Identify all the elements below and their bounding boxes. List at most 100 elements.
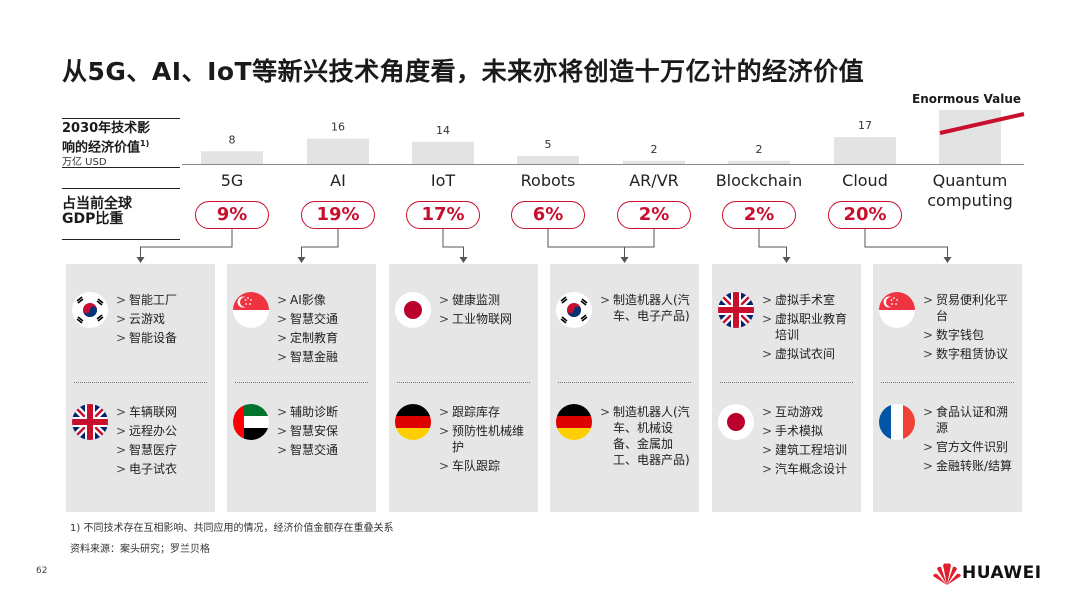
use-case-item: 跟踪库存 xyxy=(439,404,534,420)
row2-line2: GDP比重 xyxy=(62,211,124,227)
panel-divider xyxy=(720,382,853,383)
use-case-item: 金融转账/结算 xyxy=(923,458,1018,474)
use-case-list: 互动游戏手术模拟建筑工程培训汽车概念设计 xyxy=(762,404,857,480)
row1-line2: 响的经济价值1) xyxy=(62,139,150,156)
south-korea-flag-icon xyxy=(556,292,592,328)
bar-cloud xyxy=(834,137,896,164)
use-case-item: 汽车概念设计 xyxy=(762,461,857,477)
connector-arrow-icon xyxy=(620,257,629,263)
panel-divider xyxy=(397,382,530,383)
use-case-item: 车队跟踪 xyxy=(439,458,534,474)
bar-value-label: 5 xyxy=(545,138,552,151)
bar-arvr xyxy=(623,160,685,164)
use-case-item: 智能工厂 xyxy=(116,292,211,308)
panel-divider xyxy=(558,382,691,383)
connector-arrow-icon xyxy=(782,257,791,263)
singapore-flag-icon xyxy=(233,292,269,328)
bar-value-label: 2 xyxy=(756,143,763,156)
bar-value-label: 17 xyxy=(858,119,872,132)
source-note: 资料来源：案头研究；罗兰贝格 xyxy=(70,544,210,555)
japan-flag-icon xyxy=(395,292,431,328)
use-case-panel: 虚拟手术室虚拟职业教育培训虚拟试衣间互动游戏手术模拟建筑工程培训汽车概念设计 xyxy=(712,264,861,512)
row1-line1: 2030年技术影 xyxy=(62,121,151,136)
uk-flag-icon xyxy=(718,292,754,328)
gdp-share-badge: 2% xyxy=(617,201,691,229)
bar-baseline xyxy=(182,164,1024,165)
use-case-item: 虚拟手术室 xyxy=(762,292,857,308)
uk-flag-icon xyxy=(72,404,108,440)
enormous-value-label: Enormous Value xyxy=(912,92,1022,106)
use-case-list: 虚拟手术室虚拟职业教育培训虚拟试衣间 xyxy=(762,292,857,365)
use-case-item: 制造机器人(汽车、机械设备、金属加工、电器产品) xyxy=(600,404,695,468)
use-case-item: 手术模拟 xyxy=(762,423,857,439)
use-case-item: 智慧医疗 xyxy=(116,442,211,458)
row2-line1: 占当前全球 xyxy=(62,196,132,212)
singapore-flag-icon xyxy=(879,292,915,328)
footnote: 1) 不同技术存在互相影响、共同应用的情况，经济价值金额存在重叠关系 xyxy=(70,523,394,534)
connector-line xyxy=(624,229,655,258)
panel-divider xyxy=(881,382,1014,383)
category-label-cloud: Cloud xyxy=(842,171,888,190)
use-case-item: 制造机器人(汽车、电子产品) xyxy=(600,292,695,324)
connector-line xyxy=(442,229,464,258)
use-case-item: 工业物联网 xyxy=(439,311,534,327)
use-case-item: 数字租赁协议 xyxy=(923,346,1018,362)
south-korea-flag-icon xyxy=(72,292,108,328)
use-case-item: 辅助诊断 xyxy=(277,404,372,420)
panel-divider xyxy=(235,382,368,383)
category-label-robots: Robots xyxy=(520,171,576,190)
use-case-panel: 制造机器人(汽车、电子产品) 制造机器人(汽车、机械设备、金属加工、电器产品) xyxy=(550,264,699,512)
page-title: 从5G、AI、IoT等新兴技术角度看，未来亦将创造十万亿计的经济价值 xyxy=(62,57,865,86)
gdp-share-badge: 6% xyxy=(511,201,585,229)
quantum-value-line xyxy=(939,112,1025,135)
france-flag-icon xyxy=(879,404,915,440)
bar-5g xyxy=(201,151,263,164)
use-case-list: 跟踪库存预防性机械维护车队跟踪 xyxy=(439,404,534,477)
gdp-share-badge: 19% xyxy=(301,201,375,229)
gdp-share-badge: 9% xyxy=(195,201,269,229)
connector-arrow-icon xyxy=(297,257,306,263)
category-label-arvr: AR/VR xyxy=(629,171,679,190)
connector-line xyxy=(864,229,948,258)
row1-unit: 万亿 USD xyxy=(62,157,107,169)
connector-arrow-icon xyxy=(136,257,145,263)
bar-ai xyxy=(307,138,369,164)
connector-arrow-icon xyxy=(459,257,468,263)
bar-robots xyxy=(517,156,579,164)
category-label-blockchain: Blockchain xyxy=(715,171,803,190)
bar-iot xyxy=(412,141,474,164)
bar-value-label: 14 xyxy=(436,124,450,137)
connector-arrow-icon xyxy=(943,257,952,263)
use-case-item: 智能设备 xyxy=(116,330,211,346)
uae-flag-icon xyxy=(233,404,269,440)
use-case-list: 车辆联网远程办公智慧医疗电子试衣 xyxy=(116,404,211,480)
huawei-logo-icon xyxy=(933,563,961,585)
use-case-list: 制造机器人(汽车、机械设备、金属加工、电器产品) xyxy=(600,404,695,471)
use-case-item: 定制教育 xyxy=(277,330,372,346)
germany-flag-icon xyxy=(395,404,431,440)
bar-value-label: 8 xyxy=(229,133,236,146)
use-case-item: 车辆联网 xyxy=(116,404,211,420)
use-case-item: 贸易便利化平台 xyxy=(923,292,1018,324)
use-case-item: 虚拟职业教育培训 xyxy=(762,311,857,343)
gdp-share-badge: 20% xyxy=(828,201,902,229)
connector-line xyxy=(758,229,787,258)
use-case-panel: AI影像智慧交通定制教育智慧金融 辅助诊断智慧安保智慧交通 xyxy=(227,264,376,512)
gdp-share-badge: 17% xyxy=(406,201,480,229)
use-case-panel: 健康监测工业物联网跟踪库存预防性机械维护车队跟踪 xyxy=(389,264,538,512)
use-case-list: 健康监测工业物联网 xyxy=(439,292,534,330)
category-label-5g: 5G xyxy=(220,171,244,190)
use-case-list: AI影像智慧交通定制教育智慧金融 xyxy=(277,292,372,368)
use-case-panel: 智能工厂云游戏智能设备 车辆联网远程办公智慧医疗电子试衣 xyxy=(66,264,215,512)
category-label-quantum: Quantum computing xyxy=(927,171,1013,210)
economic-value-row-label: 2030年技术影 响的经济价值1) 万亿 USD xyxy=(62,118,180,168)
bar-quantum xyxy=(939,110,1001,164)
use-case-item: 食品认证和溯源 xyxy=(923,404,1018,436)
use-case-item: 健康监测 xyxy=(439,292,534,308)
category-label-ai: AI xyxy=(330,171,346,190)
use-case-item: 互动游戏 xyxy=(762,404,857,420)
page-number: 62 xyxy=(36,566,48,576)
connector-line xyxy=(140,229,233,258)
use-case-item: 数字钱包 xyxy=(923,327,1018,343)
panel-divider xyxy=(74,382,207,383)
